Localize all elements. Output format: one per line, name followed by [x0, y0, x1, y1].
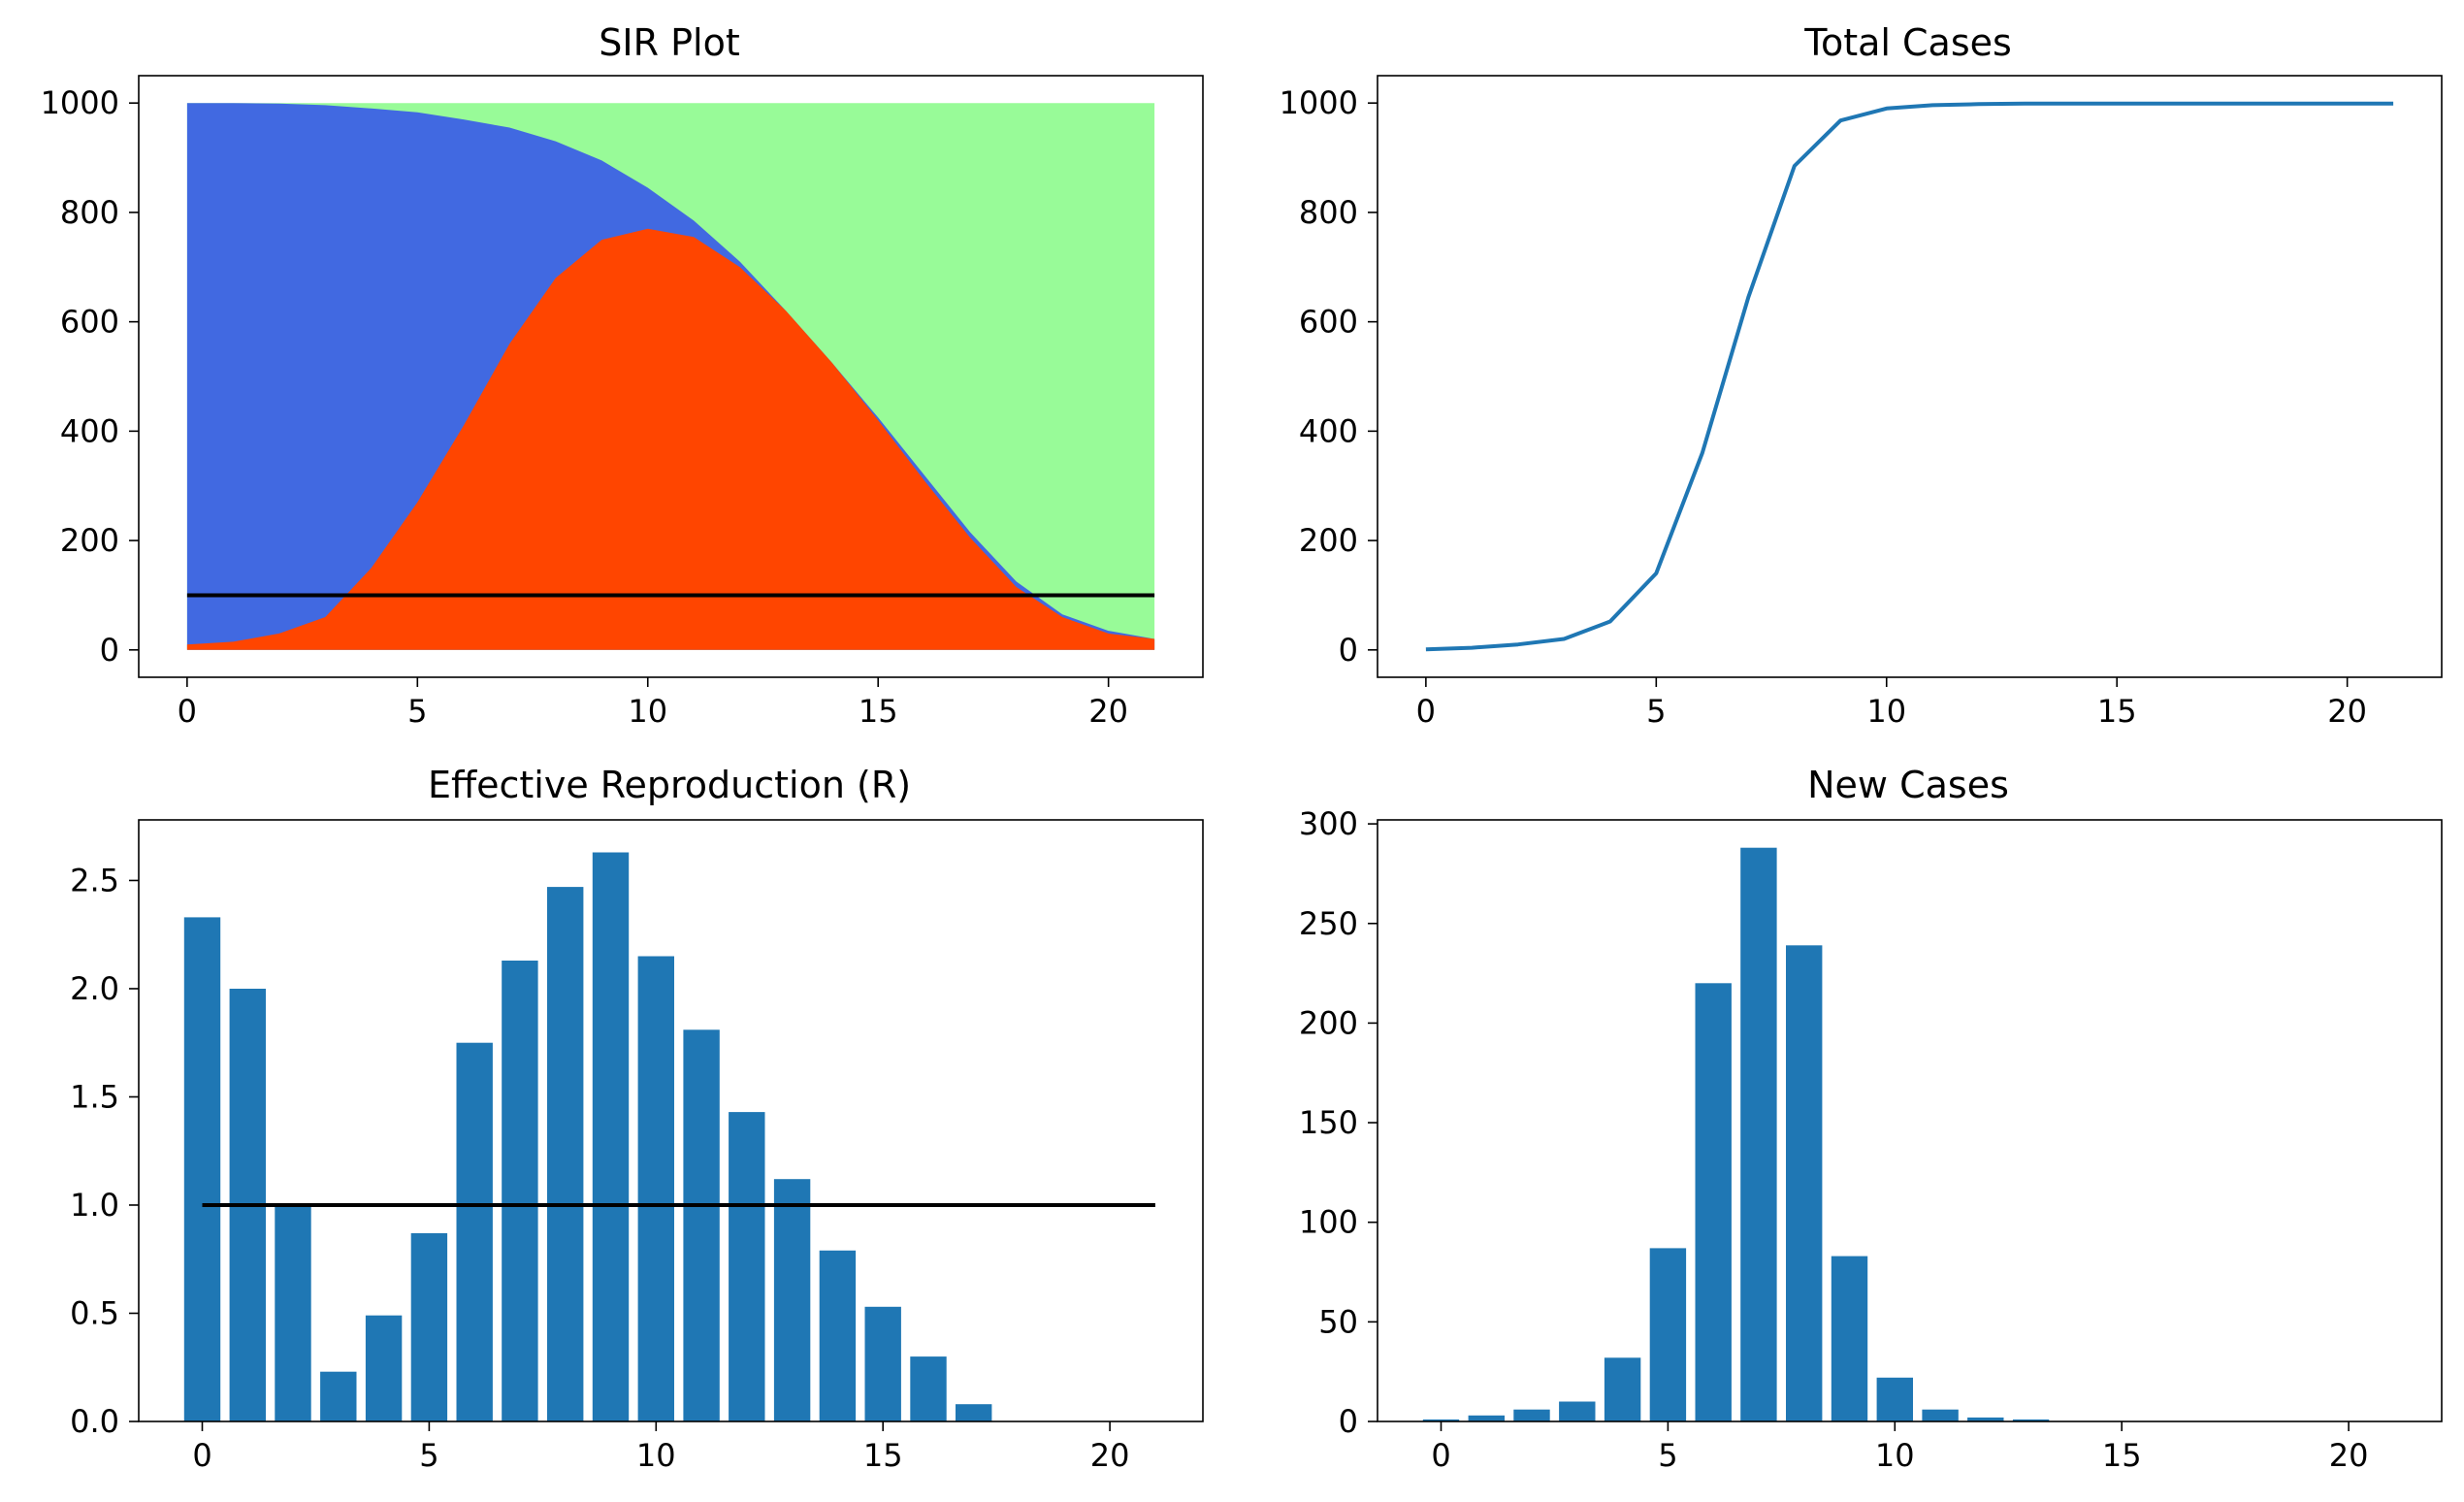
y-tick-label: 0.5	[70, 1294, 119, 1331]
y-tick-label: 300	[1299, 805, 1358, 842]
bar	[683, 1029, 720, 1421]
x-tick-label: 10	[1875, 1437, 1915, 1474]
y-tick-label: 0	[100, 632, 119, 669]
new-cases-title: New Cases	[1807, 764, 2009, 806]
bar	[1786, 945, 1823, 1421]
x-tick-label: 5	[1646, 693, 1666, 730]
bar	[365, 1315, 403, 1421]
axes-frame	[1377, 819, 2443, 1422]
y-tick-label: 150	[1299, 1104, 1358, 1141]
bar	[502, 961, 538, 1421]
bar	[410, 1233, 448, 1421]
bar	[1513, 1409, 1550, 1421]
bar	[1422, 1419, 1460, 1421]
y-tick-label: 400	[1299, 412, 1358, 449]
bar	[910, 1356, 947, 1421]
y-tick-label: 600	[60, 304, 119, 341]
bar	[1740, 847, 1777, 1421]
total-cases-title: Total Cases	[1803, 21, 2012, 64]
y-tick-label: 1.5	[70, 1078, 119, 1115]
x-tick-label: 20	[2329, 1437, 2369, 1474]
bar	[637, 956, 674, 1421]
y-tick-label: 200	[1299, 522, 1358, 559]
bar	[1604, 1357, 1641, 1421]
y-tick-label: 600	[1299, 304, 1358, 341]
y-tick-label: 800	[60, 194, 119, 231]
x-tick-label: 5	[407, 693, 427, 730]
total-cases-line	[1425, 101, 2394, 652]
bar	[1922, 1409, 1959, 1421]
x-tick-label: 5	[419, 1437, 438, 1474]
y-tick-label: 100	[1299, 1204, 1358, 1241]
bar	[729, 1112, 765, 1421]
area-infected	[186, 228, 1155, 650]
y-tick-label: 0	[1339, 1403, 1358, 1440]
bar	[819, 1250, 857, 1421]
effective-reproduction-panel: Effective Reproduction (R) 0 5 10 15 20 0.0 0.…	[70, 764, 1204, 1474]
x-tick-label: 0	[192, 1437, 211, 1474]
bar	[320, 1371, 357, 1421]
bar	[456, 1042, 493, 1421]
bar	[592, 852, 630, 1421]
bar	[1967, 1417, 2004, 1421]
bar	[1559, 1401, 1596, 1421]
y-tick-label: 0	[1339, 632, 1358, 669]
bar	[275, 1205, 311, 1421]
axes-frame	[138, 819, 1204, 1422]
x-tick-label: 20	[1090, 1437, 1130, 1474]
x-tick-label: 0	[178, 693, 197, 730]
bar	[956, 1404, 992, 1421]
bar	[864, 1306, 901, 1421]
x-tick-label: 10	[628, 693, 667, 730]
x-tick-label: 10	[636, 1437, 676, 1474]
x-tick-label: 15	[2102, 1437, 2142, 1474]
x-tick-label: 20	[2327, 693, 2367, 730]
y-tick-label: 1000	[1280, 84, 1358, 121]
x-tick-label: 15	[863, 1437, 903, 1474]
y-tick-label: 1000	[41, 84, 119, 121]
axes-frame	[1377, 75, 2443, 678]
bar	[773, 1179, 811, 1421]
y-tick-label: 0.0	[70, 1403, 119, 1440]
y-tick-label: 50	[1318, 1303, 1358, 1340]
x-tick-label: 15	[2097, 693, 2137, 730]
y-tick-label: 250	[1299, 905, 1358, 942]
x-tick-label: 15	[859, 693, 898, 730]
axes-frame	[138, 75, 1204, 678]
y-tick-label: 2.5	[70, 862, 119, 898]
y-tick-label: 400	[60, 412, 119, 449]
y-tick-label: 1.0	[70, 1187, 119, 1224]
bar	[1649, 1248, 1687, 1421]
bar	[1695, 983, 1732, 1421]
x-tick-label: 0	[1416, 693, 1436, 730]
bar	[1876, 1377, 1913, 1421]
y-tick-label: 800	[1299, 194, 1358, 231]
effective-reproduction-title: Effective Reproduction (R)	[428, 764, 911, 806]
bar	[183, 917, 221, 1421]
y-tick-label: 2.0	[70, 970, 119, 1007]
bar	[2012, 1419, 2050, 1421]
bar	[547, 887, 584, 1421]
x-tick-label: 5	[1658, 1437, 1677, 1474]
y-tick-label: 200	[60, 522, 119, 559]
sir-plot-title: SIR Plot	[599, 21, 739, 64]
bar	[1831, 1256, 1868, 1421]
y-tick-label: 200	[1299, 1004, 1358, 1041]
x-tick-label: 10	[1866, 693, 1906, 730]
x-tick-label: 0	[1431, 1437, 1450, 1474]
x-tick-label: 20	[1088, 693, 1128, 730]
bar	[1468, 1415, 1505, 1421]
